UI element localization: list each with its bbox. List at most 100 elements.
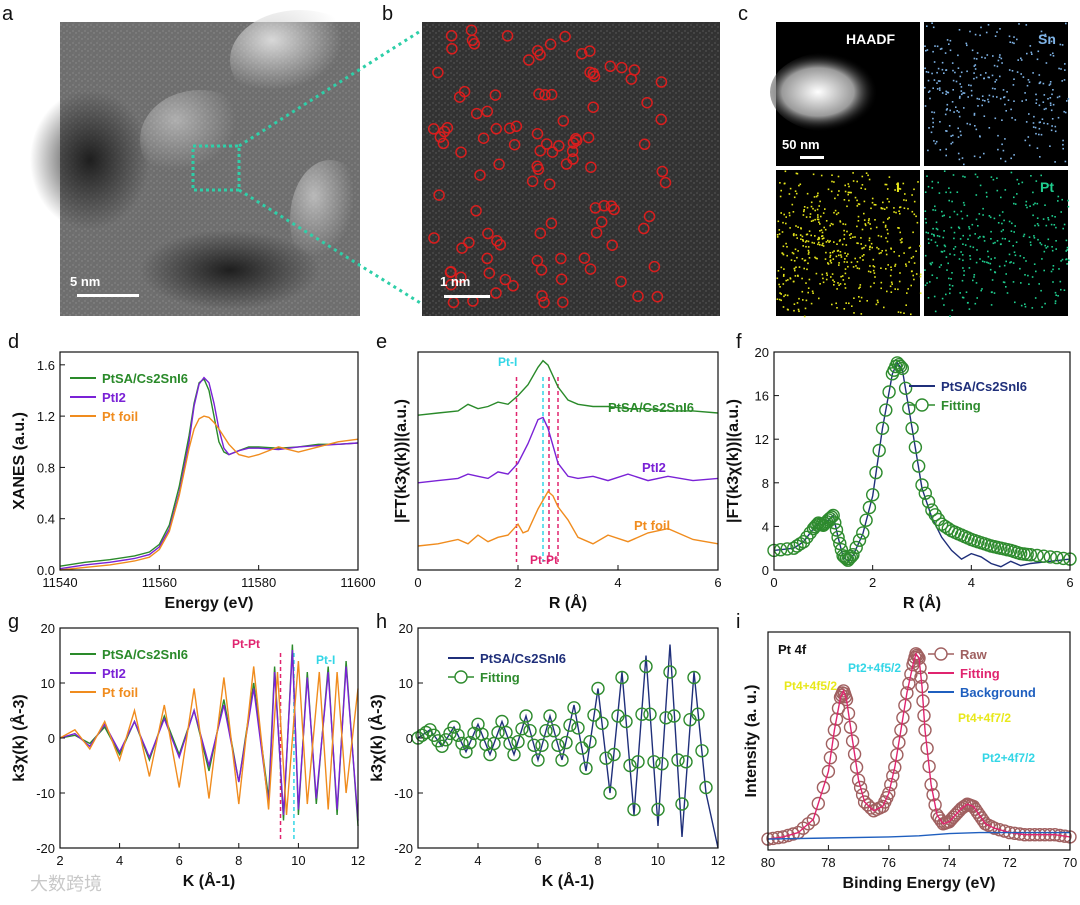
data-point [829, 523, 844, 537]
data-point [447, 720, 461, 734]
data-point [869, 465, 883, 480]
data-point [591, 681, 605, 696]
series-ptsacs2sni6 [417, 644, 719, 849]
x-tick-label: 10 [291, 853, 305, 868]
atom-marker [463, 236, 475, 249]
x-tick-label: 12 [711, 853, 725, 868]
y-tick-label: 20 [41, 621, 55, 636]
data-point [836, 549, 850, 563]
data-point [928, 798, 942, 812]
atom-marker [578, 252, 591, 264]
data-point [551, 738, 565, 752]
series-ptfoil [417, 490, 719, 547]
data-point [821, 764, 836, 779]
data-point [826, 508, 840, 523]
data-point [912, 459, 926, 473]
x-tick-label: 2 [414, 853, 421, 868]
atom-marker [474, 169, 486, 181]
x-tick-label: 0 [414, 575, 421, 590]
y-tick-label: -10 [36, 786, 55, 801]
annotation: Pt-I [316, 653, 335, 667]
data-point [671, 753, 685, 767]
data-point [1053, 828, 1067, 843]
chart-f: f 0 2 4 6 0 4 8 12 16 20 R (Å) |FT(k3χ(k))|(a.u.) PtS… [725, 331, 1077, 612]
data-point [595, 716, 609, 730]
atom-marker [536, 290, 548, 302]
data-point [911, 650, 925, 664]
legend-label: PtSA/Cs2SnI6 [102, 371, 188, 386]
data-point [900, 686, 914, 700]
series-ptsacs2sni6 [59, 377, 359, 567]
data-point [825, 737, 840, 751]
atom-marker [523, 54, 535, 66]
plot-frame [767, 631, 1071, 851]
plot-frame [59, 351, 359, 571]
data-point [439, 733, 453, 747]
legend-label: PtSA/Cs2SnI6 [480, 651, 566, 666]
data-point [555, 753, 569, 767]
legend-swatch [934, 647, 948, 661]
data-point [847, 747, 862, 761]
atom-marker [539, 89, 551, 101]
series-background [767, 831, 1070, 840]
panel-label-g: g [8, 611, 19, 633]
x-axis-label: Binding Energy (eV) [843, 875, 996, 892]
atom-marker [557, 296, 569, 308]
data-point [853, 780, 868, 795]
y-tick-label: 0 [406, 731, 413, 746]
data-point [675, 797, 689, 811]
atom-marker [545, 217, 558, 230]
data-point [599, 751, 613, 765]
data-point [543, 709, 557, 723]
y-axis-label: Intensity (a. u.) [743, 685, 760, 798]
atom-marker [531, 160, 543, 173]
x-axis-label: R (Å) [549, 593, 587, 612]
atom-marker [483, 267, 496, 279]
x-tick-label: 11580 [241, 575, 276, 590]
data-point [851, 773, 866, 787]
atom-marker [526, 175, 539, 188]
data-point [463, 735, 477, 750]
atom-marker [446, 43, 458, 55]
y-tick-label: -20 [36, 841, 55, 856]
x-tick-label: 4 [116, 853, 123, 868]
y-tick-label: 0 [48, 731, 55, 746]
atom-marker [604, 60, 617, 73]
y-tick-label: -10 [394, 786, 413, 801]
atom-marker [507, 280, 519, 292]
data-point [655, 757, 669, 771]
data-point [796, 535, 811, 549]
x-tick-label: 10 [651, 853, 665, 868]
atom-marker [489, 89, 502, 101]
data-point [821, 513, 835, 527]
atom-marker [566, 145, 579, 158]
zoom-line-bottom [238, 188, 423, 306]
data-point [879, 403, 893, 417]
y-tick-label: 12 [755, 432, 769, 447]
series-pti2 [59, 376, 359, 570]
y-tick-label: 0.0 [37, 563, 55, 578]
data-point [992, 823, 1007, 837]
data-point [587, 708, 601, 722]
atom-marker [584, 45, 596, 57]
annotation: Pt4+4f5/2 [784, 679, 837, 693]
atom-marker [455, 271, 467, 283]
atom-marker [559, 30, 571, 43]
atom-marker [490, 287, 502, 299]
atom-marker [615, 275, 627, 288]
data-point [800, 530, 814, 544]
data-point [938, 519, 952, 534]
data-point [579, 761, 593, 775]
data-point [559, 735, 573, 750]
y-tick-label: 16 [755, 389, 769, 404]
data-point [627, 802, 641, 817]
legend-label: Fitting [941, 398, 981, 413]
atom-marker [481, 252, 493, 265]
y-tick-label: 8 [762, 476, 769, 491]
map-pt [924, 170, 1068, 316]
atom-marker [499, 273, 512, 286]
data-point [607, 747, 621, 762]
plot-frame [773, 351, 1071, 571]
